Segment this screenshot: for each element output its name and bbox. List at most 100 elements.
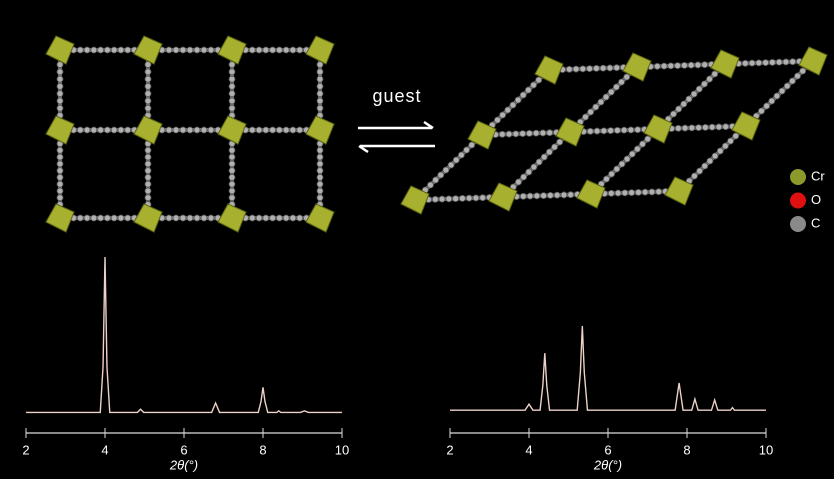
carbon-atom [707, 76, 713, 82]
carbon-atom [505, 107, 511, 113]
carbon-atom [145, 174, 151, 180]
carbon-atom [187, 215, 193, 221]
carbon-atom [229, 161, 235, 167]
carbon-atom [541, 154, 547, 160]
x-tick-label: 10 [335, 442, 349, 457]
carbon-atom [194, 215, 200, 221]
carbon-atom [229, 168, 235, 174]
carbon-atom [622, 190, 628, 196]
carbon-atom [317, 76, 323, 82]
carbon-atom [557, 139, 563, 145]
carbon-atom [640, 141, 646, 147]
carbon-atom [453, 196, 459, 202]
carbon-atom [783, 59, 789, 65]
x-tick-label: 4 [525, 442, 532, 457]
carbon-atom [628, 127, 634, 133]
carbon-atom [681, 101, 687, 107]
carbon-atom [779, 88, 785, 94]
carbon-atom [317, 69, 323, 75]
carbon-atom [283, 47, 289, 53]
carbon-atom [290, 47, 296, 53]
carbon-atom [619, 161, 625, 167]
carbon-atom [145, 91, 151, 97]
carbon-atom [229, 98, 235, 104]
x-tick-label: 6 [604, 442, 611, 457]
carbon-atom [145, 168, 151, 174]
carbon-atom [263, 47, 269, 53]
carbon-atom [635, 189, 641, 195]
carbon-atom [510, 102, 516, 108]
carbon-atom [317, 195, 323, 201]
carbon-atom [466, 195, 472, 201]
carbon-atom [702, 163, 708, 169]
carbon-atom [145, 154, 151, 160]
carbon-atom [187, 127, 193, 133]
carbon-atom [145, 98, 151, 104]
carbon-atom [448, 162, 454, 168]
carbon-atom [707, 158, 713, 164]
carbon-atom [84, 47, 90, 53]
carbon-atom [670, 111, 676, 117]
carbon-atom [317, 147, 323, 153]
carbon-atom [118, 127, 124, 133]
carbon-atom [459, 195, 465, 201]
carbon-atom [784, 83, 790, 89]
carbon-atom [229, 188, 235, 194]
carbon-atom [608, 128, 614, 134]
carbon-atom [276, 215, 282, 221]
figure: guest CrOC2468102θ(°)2468102θ(°) [0, 0, 834, 479]
carbon-atom [77, 215, 83, 221]
carbon-atom [317, 161, 323, 167]
carbon-atom [758, 108, 764, 114]
carbon-atom [438, 172, 444, 178]
carbon-atom [57, 98, 63, 104]
carbon-atom [607, 65, 613, 71]
carbon-atom [695, 62, 701, 68]
carbon-atom [728, 138, 734, 144]
carbon-atom [256, 215, 262, 221]
carbon-atom [790, 59, 796, 65]
carbon-atom [433, 177, 439, 183]
carbon-atom [756, 60, 762, 66]
carbon-atom [57, 161, 63, 167]
carbon-atom [531, 164, 537, 170]
carbon-atom [229, 147, 235, 153]
carbon-atom [675, 125, 681, 131]
carbon-atom [283, 215, 289, 221]
carbon-atom [515, 179, 521, 185]
carbon-atom [661, 63, 667, 69]
carbon-atom [717, 148, 723, 154]
carbon-atom [795, 73, 801, 79]
carbon-atom [57, 83, 63, 89]
carbon-atom [702, 124, 708, 130]
x-tick-label: 10 [759, 442, 773, 457]
carbon-atom [166, 47, 172, 53]
carbon-atom [91, 127, 97, 133]
carbon-atom [317, 98, 323, 104]
x-axis-label: 2θ(°) [593, 457, 622, 472]
carbon-atom [800, 68, 806, 74]
carbon-atom [649, 189, 655, 195]
carbon-atom [57, 174, 63, 180]
carbon-atom [187, 47, 193, 53]
carbon-atom [609, 171, 615, 177]
carbon-atom [290, 127, 296, 133]
background [0, 0, 834, 479]
carbon-atom [180, 47, 186, 53]
carbon-atom [494, 117, 500, 123]
carbon-atom [453, 157, 459, 163]
carbon-atom [464, 147, 470, 153]
carbon-atom [84, 215, 90, 221]
carbon-atom [733, 133, 739, 139]
carbon-atom [57, 147, 63, 153]
carbon-atom [98, 47, 104, 53]
carbon-atom [593, 104, 599, 110]
carbon-atom [91, 47, 97, 53]
carbon-atom [111, 215, 117, 221]
carbon-atom [534, 193, 540, 199]
carbon-atom [263, 127, 269, 133]
carbon-atom [614, 127, 620, 133]
carbon-atom [145, 147, 151, 153]
carbon-atom [57, 168, 63, 174]
carbon-atom [499, 131, 505, 137]
